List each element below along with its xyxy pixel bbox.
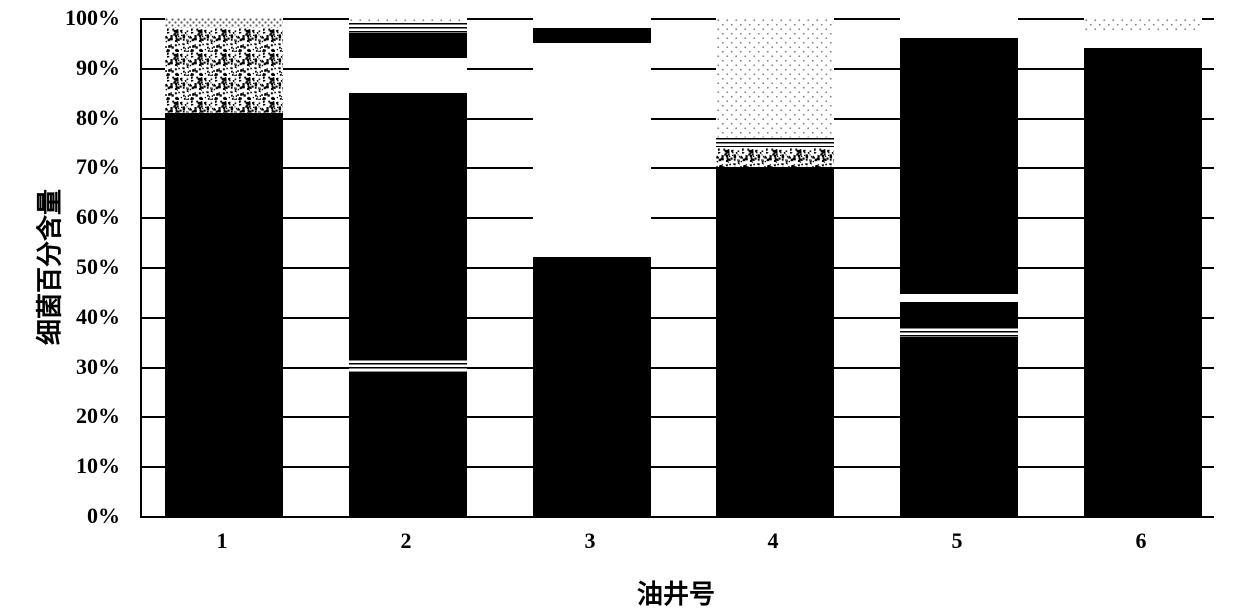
bar-3: [533, 18, 651, 516]
bar-segment: [349, 359, 467, 371]
y-tick-label: 90%: [60, 55, 120, 81]
gridline: [142, 516, 1214, 518]
bar-segment: [533, 18, 651, 28]
gridline: [142, 118, 1214, 120]
x-axis-title: 油井号: [637, 574, 715, 611]
y-tick-label: 80%: [60, 105, 120, 131]
gridline: [142, 416, 1214, 418]
y-tick-label: 0%: [60, 503, 120, 529]
bar-segment: [349, 23, 467, 33]
y-tick-label: 10%: [60, 453, 120, 479]
bar-segment: [533, 28, 651, 43]
bar-segment: [349, 18, 467, 23]
bar-segment: [533, 43, 651, 257]
bar-segment: [165, 18, 283, 28]
gridline: [142, 18, 1214, 20]
gridline: [142, 167, 1214, 169]
bar-segment: [165, 113, 283, 516]
bar-segment: [533, 257, 651, 516]
bar-segment: [716, 138, 834, 148]
chart-figure: 细菌百分含量 油井号 0%10%20%30%40%50%60%70%80%90%…: [0, 0, 1240, 610]
y-tick-label: 30%: [60, 354, 120, 380]
y-tick-label: 20%: [60, 403, 120, 429]
bar-segment: [349, 33, 467, 58]
bar-segment: [900, 337, 1018, 516]
gridline: [142, 267, 1214, 269]
bar-segment: [349, 372, 467, 516]
bar-segment: [349, 58, 467, 93]
plot-area: [140, 18, 1214, 518]
bar-5: [900, 18, 1018, 516]
bar-segment: [900, 294, 1018, 301]
y-tick-label: 50%: [60, 254, 120, 280]
bar-segment: [1084, 18, 1202, 33]
bar-segment: [900, 38, 1018, 294]
bar-1: [165, 18, 283, 516]
y-tick-label: 60%: [60, 204, 120, 230]
bar-segment: [1084, 48, 1202, 516]
bar-segment: [165, 28, 283, 113]
x-tick-label: 5: [952, 528, 963, 554]
gridline: [142, 68, 1214, 70]
x-tick-label: 4: [768, 528, 779, 554]
bar-segment: [716, 167, 834, 516]
bar-2: [349, 18, 467, 516]
gridline: [142, 217, 1214, 219]
bar-segment: [716, 18, 834, 138]
x-tick-label: 6: [1136, 528, 1147, 554]
x-tick-label: 1: [217, 528, 228, 554]
bar-segment: [349, 93, 467, 359]
bar-4: [716, 18, 834, 516]
bar-segment: [900, 302, 1018, 327]
bar-segment: [716, 148, 834, 168]
bar-segment: [900, 327, 1018, 337]
y-tick-label: 70%: [60, 154, 120, 180]
bar-segment: [900, 18, 1018, 38]
gridline: [142, 466, 1214, 468]
gridline: [142, 367, 1214, 369]
bar-segment: [1084, 33, 1202, 48]
x-tick-label: 2: [401, 528, 412, 554]
bar-6: [1084, 18, 1202, 516]
gridline: [142, 317, 1214, 319]
y-tick-label: 40%: [60, 304, 120, 330]
y-tick-label: 100%: [60, 5, 120, 31]
x-tick-label: 3: [585, 528, 596, 554]
